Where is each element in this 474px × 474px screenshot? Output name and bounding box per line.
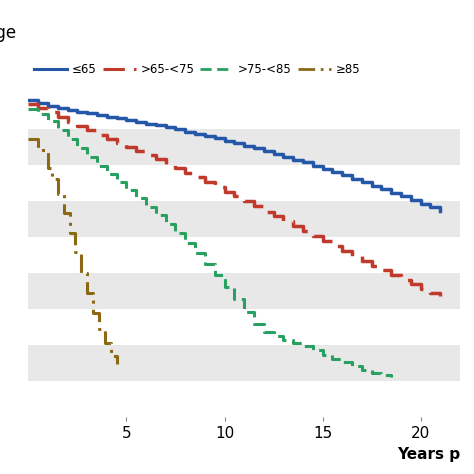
Bar (28, 85, 460, 128)
Bar (28, 237, 460, 273)
Bar (28, 381, 460, 417)
Legend: ≤65, >65-<75, >75-<85, ≥85: ≤65, >65-<75, >75-<85, ≥85 (34, 63, 360, 76)
Text: Age: Age (0, 24, 18, 42)
X-axis label: Years p: Years p (397, 447, 460, 462)
Bar (28, 309, 460, 345)
Bar (28, 164, 460, 201)
